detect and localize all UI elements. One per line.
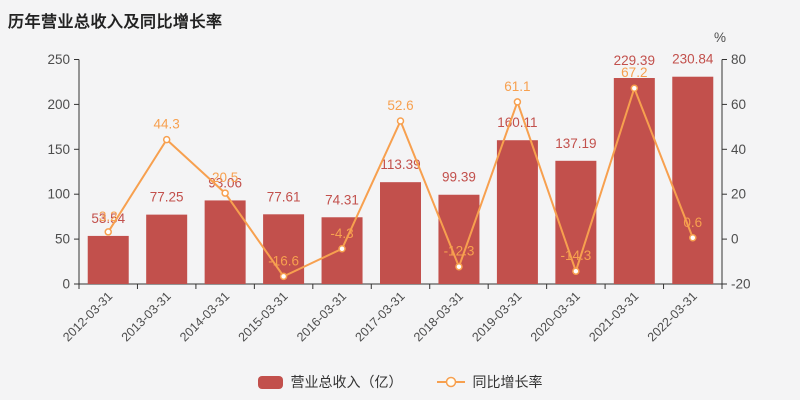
right-axis-tick-label: 40 (731, 142, 746, 157)
growth-value-label: -16.6 (268, 253, 299, 268)
revenue-bar (555, 160, 597, 284)
revenue-bar (263, 214, 305, 284)
revenue-bar (613, 78, 655, 284)
right-axis-tick-label: 60 (731, 97, 746, 112)
legend-label-growth: 同比增长率 (472, 374, 543, 390)
growth-value-label: 52.6 (387, 98, 413, 113)
right-axis-unit-label: % (714, 30, 726, 45)
left-axis-tick-label: 100 (47, 187, 70, 202)
x-axis-category-label: 2016-03-31 (294, 289, 349, 344)
growth-value-label: -4.3 (330, 226, 353, 241)
growth-value-label: 67.2 (621, 65, 647, 80)
revenue-bar-value-label: 77.61 (267, 189, 301, 204)
revenue-bar-value-label: 77.25 (150, 190, 184, 205)
growth-value-label: 0.6 (683, 215, 702, 230)
right-axis-tick-label: 0 (731, 232, 739, 247)
growth-value-label: 44.3 (154, 117, 180, 132)
left-axis-tick-label: 0 (62, 277, 70, 292)
revenue-bar (380, 182, 421, 284)
growth-point-marker (513, 98, 522, 106)
left-axis-tick-label: 50 (55, 232, 70, 247)
x-axis-category-label: 2020-03-31 (528, 289, 583, 344)
x-axis-category-label: 2021-03-31 (586, 289, 641, 344)
chart-title: 历年营业总收入及同比增长率 (8, 14, 223, 31)
growth-point-marker (396, 117, 405, 125)
growth-point-marker (338, 245, 346, 253)
legend-label-revenue: 营业总收入（亿） (290, 374, 403, 390)
x-axis-category-label: 2015-03-31 (236, 289, 291, 344)
chart-legend: 营业总收入（亿） 同比增长率 (0, 372, 800, 392)
growth-point-marker (572, 267, 580, 275)
growth-value-label: -14.3 (560, 248, 591, 263)
x-axis-category-label: 2014-03-31 (177, 289, 232, 344)
growth-point-marker (162, 135, 171, 144)
revenue-bar (496, 140, 538, 284)
growth-value-label: -12.3 (444, 244, 475, 259)
x-axis-category-label: 2019-03-31 (469, 289, 524, 344)
growth-point-marker (279, 272, 288, 281)
revenue-bar-value-label: 229.39 (614, 53, 655, 68)
legend-item-revenue[interactable]: 营业总收入（亿） (257, 372, 403, 392)
growth-value-label: 61.1 (504, 79, 530, 94)
revenue-bar-value-label: 53.54 (91, 211, 125, 226)
growth-point-marker (689, 234, 697, 242)
growth-point-marker (221, 189, 229, 197)
growth-value-label: 20.5 (212, 170, 238, 185)
revenue-bar (204, 200, 246, 284)
line-series-swatch-icon (436, 375, 465, 389)
revenue-bar (87, 235, 129, 284)
x-axis-category-label: 2018-03-31 (411, 289, 466, 344)
left-axis-tick-label: 250 (47, 52, 70, 67)
x-axis-category-label: 2012-03-31 (60, 289, 115, 344)
left-axis-tick-label: 150 (47, 142, 70, 157)
revenue-bar-value-label: 230.84 (672, 52, 714, 67)
x-axis-category-label: 2013-03-31 (119, 289, 174, 344)
growth-value-label: 3.2 (99, 209, 118, 224)
revenue-bar-value-label: 137.19 (555, 136, 596, 151)
x-axis-category-label: 2022-03-31 (645, 289, 700, 344)
x-axis-category-label: 2017-03-31 (353, 289, 408, 344)
revenue-bar-value-label: 99.39 (442, 170, 476, 185)
left-axis-tick-label: 200 (47, 97, 70, 112)
revenue-bar (438, 194, 480, 284)
legend-item-growth[interactable]: 同比增长率 (436, 372, 543, 392)
revenue-bar-value-label: 113.39 (380, 157, 420, 172)
growth-point-marker (455, 262, 463, 271)
right-axis-tick-label: -20 (731, 277, 751, 292)
growth-point-marker (630, 84, 639, 92)
right-axis-tick-label: 80 (731, 52, 746, 67)
revenue-bar-value-label: 160.11 (497, 115, 537, 130)
revenue-bar (146, 214, 188, 284)
bar-series-swatch-icon (257, 375, 283, 389)
revenue-bar (672, 76, 714, 284)
revenue-bar-value-label: 74.31 (325, 192, 359, 207)
right-axis-tick-label: 20 (731, 187, 746, 202)
growth-point-marker (104, 228, 112, 236)
